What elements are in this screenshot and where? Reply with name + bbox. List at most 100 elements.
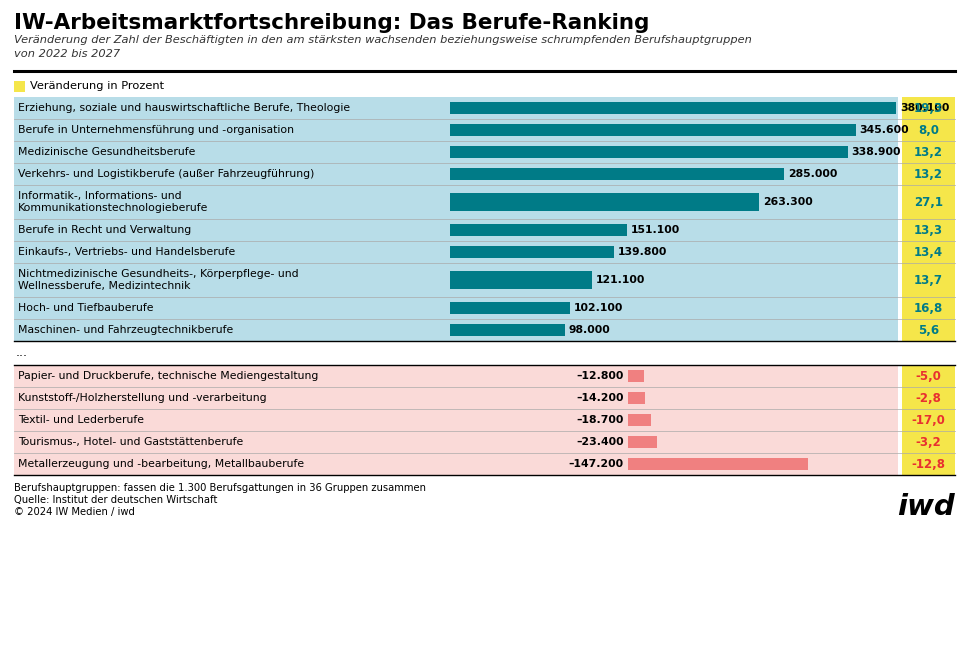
Bar bbox=[448, 185, 898, 219]
Bar bbox=[448, 219, 898, 241]
Text: 102.100: 102.100 bbox=[574, 303, 623, 313]
Text: Kunststoff-/Holzherstellung und -verarbeitung: Kunststoff-/Holzherstellung und -verarbe… bbox=[18, 393, 266, 403]
Text: –23.400: –23.400 bbox=[577, 437, 624, 447]
Text: 13,7: 13,7 bbox=[914, 273, 943, 287]
Bar bbox=[448, 163, 898, 185]
Bar bbox=[448, 365, 898, 387]
Bar bbox=[448, 431, 898, 453]
Bar bbox=[450, 303, 570, 314]
Text: Berufe in Recht und Verwaltung: Berufe in Recht und Verwaltung bbox=[18, 225, 191, 235]
Text: -2,8: -2,8 bbox=[916, 392, 942, 404]
Text: 338.900: 338.900 bbox=[852, 147, 901, 157]
Text: -5,0: -5,0 bbox=[916, 370, 942, 382]
Text: –18.700: –18.700 bbox=[577, 415, 624, 425]
Bar bbox=[628, 436, 657, 448]
Bar bbox=[448, 319, 898, 341]
Text: 98.000: 98.000 bbox=[569, 325, 610, 335]
Bar bbox=[902, 219, 955, 241]
Bar bbox=[902, 297, 955, 319]
Bar bbox=[448, 263, 898, 297]
Bar bbox=[628, 370, 643, 382]
Bar bbox=[14, 365, 448, 387]
Bar bbox=[902, 409, 955, 431]
Bar bbox=[902, 97, 955, 119]
Text: Medizinische Gesundheitsberufe: Medizinische Gesundheitsberufe bbox=[18, 147, 196, 157]
Text: 285.000: 285.000 bbox=[789, 169, 838, 179]
Text: 139.800: 139.800 bbox=[618, 247, 668, 257]
Bar bbox=[902, 431, 955, 453]
Text: 380.100: 380.100 bbox=[900, 103, 950, 113]
Bar bbox=[450, 325, 565, 336]
Text: 13,3: 13,3 bbox=[914, 223, 943, 237]
Text: Metallerzeugung und -bearbeitung, Metallbauberufe: Metallerzeugung und -bearbeitung, Metall… bbox=[18, 459, 304, 469]
Text: 5,6: 5,6 bbox=[918, 323, 939, 336]
Text: Hoch- und Tiefbauberufe: Hoch- und Tiefbauberufe bbox=[18, 303, 153, 313]
Text: Verkehrs- und Logistikberufe (außer Fahrzeugführung): Verkehrs- und Logistikberufe (außer Fahr… bbox=[18, 169, 314, 179]
Bar bbox=[448, 241, 898, 263]
Text: -17,0: -17,0 bbox=[912, 414, 946, 426]
Bar bbox=[448, 97, 898, 119]
Text: Papier- und Druckberufe, technische Mediengestaltung: Papier- und Druckberufe, technische Medi… bbox=[18, 371, 319, 381]
Text: 19,3: 19,3 bbox=[914, 102, 943, 114]
Bar bbox=[14, 81, 25, 92]
Bar bbox=[450, 168, 785, 180]
Text: Tourismus-, Hotel- und Gaststättenberufe: Tourismus-, Hotel- und Gaststättenberufe bbox=[18, 437, 243, 447]
Text: 13,2: 13,2 bbox=[914, 168, 943, 180]
Text: 16,8: 16,8 bbox=[914, 301, 943, 315]
Text: ...: ... bbox=[16, 346, 28, 360]
Bar bbox=[14, 431, 448, 453]
Bar bbox=[14, 297, 448, 319]
Text: 345.600: 345.600 bbox=[860, 125, 909, 135]
Text: -3,2: -3,2 bbox=[916, 436, 941, 448]
Text: iwd: iwd bbox=[897, 493, 955, 521]
Text: Einkaufs-, Vertriebs- und Handelsberufe: Einkaufs-, Vertriebs- und Handelsberufe bbox=[18, 247, 235, 257]
Bar bbox=[448, 141, 898, 163]
Bar bbox=[14, 409, 448, 431]
Text: Quelle: Institut der deutschen Wirtschaft: Quelle: Institut der deutschen Wirtschaf… bbox=[14, 495, 217, 505]
Text: Berufe in Unternehmensführung und -organisation: Berufe in Unternehmensführung und -organ… bbox=[18, 125, 294, 135]
Bar bbox=[14, 453, 448, 475]
Bar bbox=[450, 271, 592, 289]
Text: Textil- und Lederberufe: Textil- und Lederberufe bbox=[18, 415, 144, 425]
Bar bbox=[902, 241, 955, 263]
Text: Veränderung in Prozent: Veränderung in Prozent bbox=[30, 81, 164, 91]
Bar bbox=[628, 458, 808, 469]
Bar bbox=[450, 146, 848, 158]
Bar bbox=[628, 392, 645, 404]
Text: –147.200: –147.200 bbox=[569, 459, 624, 469]
Bar bbox=[450, 102, 896, 114]
Bar bbox=[450, 193, 759, 211]
Text: © 2024 IW Medien / iwd: © 2024 IW Medien / iwd bbox=[14, 507, 135, 517]
Text: Nichtmedizinische Gesundheits-, Körperpflege- und
Wellnessberufe, Medizintechnik: Nichtmedizinische Gesundheits-, Körperpf… bbox=[18, 269, 298, 291]
Bar bbox=[14, 219, 448, 241]
Text: Veränderung der Zahl der Beschäftigten in den am stärksten wachsenden beziehungs: Veränderung der Zahl der Beschäftigten i… bbox=[14, 35, 752, 59]
Text: 27,1: 27,1 bbox=[914, 196, 943, 209]
Bar bbox=[902, 365, 955, 387]
Text: –14.200: –14.200 bbox=[577, 393, 624, 403]
Bar bbox=[448, 409, 898, 431]
Text: Erziehung, soziale und hauswirtschaftliche Berufe, Theologie: Erziehung, soziale und hauswirtschaftlic… bbox=[18, 103, 350, 113]
Bar bbox=[448, 453, 898, 475]
Bar bbox=[628, 414, 651, 426]
Bar bbox=[902, 319, 955, 341]
Bar bbox=[14, 163, 448, 185]
Bar bbox=[14, 119, 448, 141]
Bar bbox=[902, 163, 955, 185]
Text: Berufshauptgruppen: fassen die 1.300 Berufsgattungen in 36 Gruppen zusammen: Berufshauptgruppen: fassen die 1.300 Ber… bbox=[14, 483, 426, 493]
Bar bbox=[450, 124, 856, 136]
Bar bbox=[902, 263, 955, 297]
Bar bbox=[14, 97, 448, 119]
Text: 13,4: 13,4 bbox=[914, 245, 943, 259]
Bar bbox=[14, 387, 448, 409]
Bar bbox=[14, 263, 448, 297]
Bar bbox=[448, 297, 898, 319]
Text: -12,8: -12,8 bbox=[912, 458, 946, 471]
Bar bbox=[902, 141, 955, 163]
Bar bbox=[902, 453, 955, 475]
Bar bbox=[14, 141, 448, 163]
Text: IW-Arbeitsmarktfortschreibung: Das Berufe-Ranking: IW-Arbeitsmarktfortschreibung: Das Beruf… bbox=[14, 13, 649, 33]
Text: 13,2: 13,2 bbox=[914, 146, 943, 158]
Text: 8,0: 8,0 bbox=[918, 124, 939, 136]
Bar bbox=[448, 119, 898, 141]
Bar bbox=[902, 185, 955, 219]
